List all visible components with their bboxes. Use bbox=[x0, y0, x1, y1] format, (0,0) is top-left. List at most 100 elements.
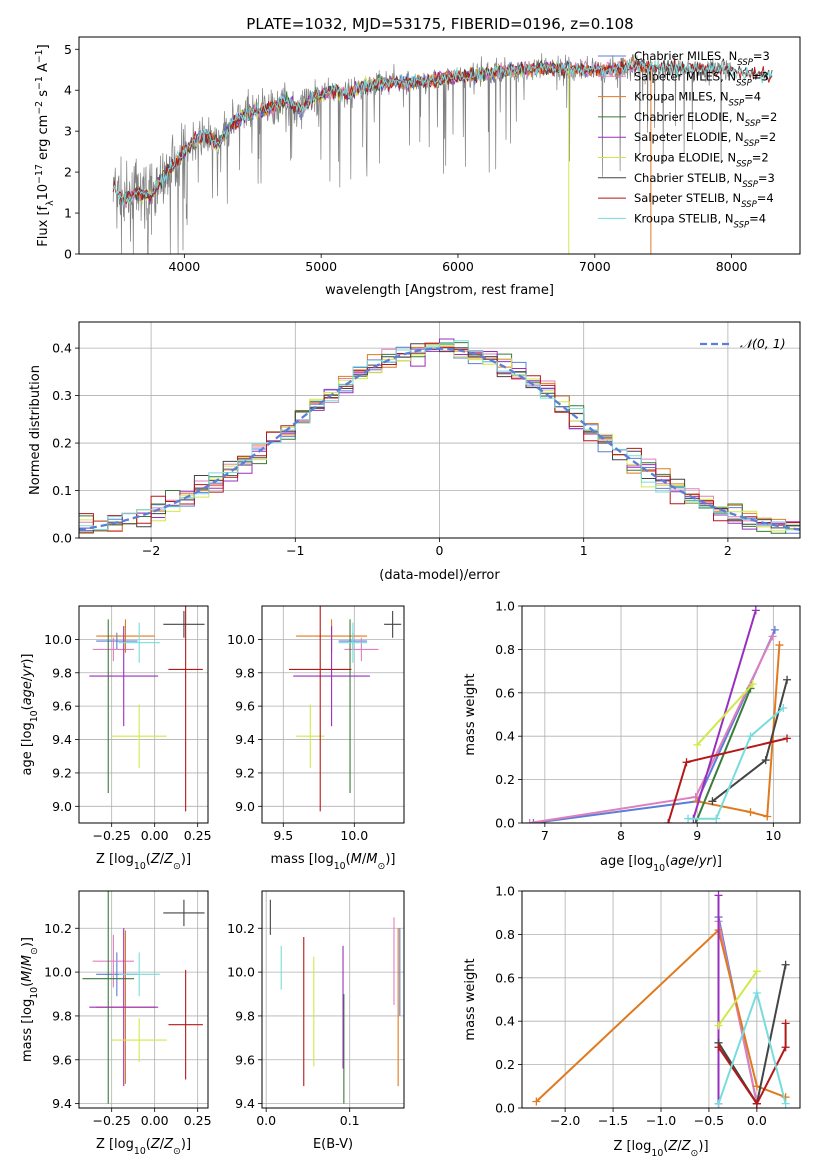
label-part: / bbox=[677, 1139, 682, 1154]
y-tick-label: 0.4 bbox=[495, 1014, 515, 1029]
x-tick-label: 2 bbox=[724, 543, 732, 558]
y-axis-label: mass weight bbox=[463, 958, 478, 1040]
y-tick-label: 0.8 bbox=[495, 927, 515, 942]
y-tick-label: 0.4 bbox=[495, 729, 515, 744]
x-tick-label: −0.25 bbox=[93, 828, 131, 843]
label-part: M bbox=[20, 971, 35, 982]
legend-label: Salpeter MILES, NSSP=3 bbox=[634, 69, 769, 88]
label-part: 10 bbox=[29, 987, 40, 999]
weight-lines bbox=[525, 606, 792, 823]
y-tick-label: 9.2 bbox=[52, 765, 72, 780]
weight-series-line bbox=[533, 629, 776, 823]
x-tick-label: 5000 bbox=[305, 259, 337, 274]
y-tick-label: 9.8 bbox=[235, 665, 255, 680]
label-part: 10 bbox=[334, 861, 346, 872]
label-part: )] bbox=[181, 1137, 191, 1152]
label-part: 10 bbox=[134, 1146, 146, 1157]
y-tick-label: 4 bbox=[64, 83, 72, 98]
y-tick-label: 3 bbox=[64, 124, 72, 139]
label-part: ] bbox=[36, 44, 51, 49]
label-part: / bbox=[20, 966, 35, 971]
label-part: Z [log bbox=[96, 1137, 134, 1152]
y-tick-label: 9.4 bbox=[52, 1096, 72, 1111]
residuals-panel: −2 −1 0 1 2 0.0 0.1 0.2 0.3 0.4 𝒩(0, 1) (data-model… bbox=[28, 321, 801, 583]
label-part: ( bbox=[20, 982, 35, 987]
label-part: −17 bbox=[34, 164, 45, 184]
weight-point-marker bbox=[783, 675, 792, 684]
x-axis-label: mass [log10(M/M⊙)] bbox=[271, 852, 396, 872]
label-part: ( bbox=[20, 705, 35, 710]
y-tick-label: 9.6 bbox=[235, 699, 255, 714]
label-part: 10 bbox=[36, 184, 51, 201]
y-axis-label: mass [log10(M/M⊙)] bbox=[20, 937, 40, 1062]
label-part: s bbox=[36, 90, 51, 101]
weight-lines bbox=[532, 891, 790, 1108]
label-part: age [log bbox=[600, 854, 653, 869]
legend-label: Chabrier ELODIE, NSSP=2 bbox=[634, 110, 777, 129]
y-tick-label: 9.8 bbox=[52, 665, 72, 680]
weight-point-marker bbox=[532, 1097, 541, 1106]
weight-point-marker bbox=[775, 641, 784, 650]
label-part: ⊙ bbox=[29, 947, 40, 955]
weight-point-marker bbox=[714, 1043, 723, 1052]
y-tick-label: 10.0 bbox=[44, 632, 72, 647]
y-tick-label: 9.4 bbox=[52, 732, 72, 747]
legend-sub: SSP bbox=[734, 220, 750, 230]
weight-point-marker bbox=[781, 1019, 790, 1028]
y-tick-label: 9.6 bbox=[235, 1052, 255, 1067]
label-part: / bbox=[20, 676, 35, 681]
weight-point-marker bbox=[763, 812, 772, 821]
label-part: )] bbox=[20, 937, 35, 947]
model-spectrum-line bbox=[112, 59, 773, 207]
label-part: erg cm bbox=[36, 115, 51, 164]
y-tick-label: 9.2 bbox=[235, 765, 255, 780]
label-part: Z [log bbox=[613, 1139, 651, 1154]
legend-sub: SSP bbox=[741, 200, 757, 210]
x-tick-label: 9.5 bbox=[273, 828, 293, 843]
axes-frame bbox=[261, 890, 405, 1109]
y-tick-label: 0.1 bbox=[52, 483, 72, 498]
weight-point-marker bbox=[752, 988, 761, 997]
legend-nssp: =3 bbox=[753, 49, 770, 63]
label-part: age bbox=[20, 681, 35, 705]
label-part: Z bbox=[163, 1137, 174, 1152]
label-part: Flux [f bbox=[36, 205, 51, 246]
y-tick-label: 0.2 bbox=[52, 436, 72, 451]
x-tick-label: −2 bbox=[142, 543, 160, 558]
y-tick-label: 0.3 bbox=[52, 388, 72, 403]
weight-point-marker bbox=[783, 734, 792, 743]
y-tick-label: 0.4 bbox=[52, 341, 72, 356]
spectrum-title: PLATE=1032, MJD=53175, FIBERID=0196, z=0… bbox=[246, 15, 633, 33]
weight-point-marker bbox=[684, 814, 693, 823]
x-axis-label: Z [log10(Z/Z⊙)] bbox=[96, 1137, 191, 1157]
label-part: Z bbox=[163, 852, 174, 867]
y-axis-label: Normed distribution bbox=[28, 365, 43, 495]
x-tick-label: 7 bbox=[541, 828, 549, 843]
errorbar-points bbox=[269, 899, 401, 1104]
weight-point-marker bbox=[779, 703, 788, 712]
x-axis-label: E(B-V) bbox=[313, 1137, 353, 1152]
label-part: / bbox=[160, 852, 165, 867]
label-part: age [log bbox=[20, 722, 35, 775]
x-axis-label: wavelength [Angstrom, rest frame] bbox=[325, 283, 554, 298]
y-tick-label: 10.0 bbox=[44, 965, 72, 980]
x-tick-label: −1 bbox=[286, 543, 304, 558]
x-tick-label: 9 bbox=[693, 828, 701, 843]
legend-label: Chabrier STELIB, NSSP=3 bbox=[634, 171, 775, 190]
legend-nssp: =2 bbox=[752, 151, 769, 165]
residual-histograms bbox=[79, 338, 800, 534]
x-tick-label: −0.25 bbox=[93, 1113, 131, 1128]
label-part: / bbox=[160, 1137, 165, 1152]
legend-model: Salpeter ELODIE, N bbox=[634, 130, 744, 144]
label-part: )] bbox=[20, 653, 35, 663]
x-tick-label: 4000 bbox=[168, 259, 200, 274]
label-part: −1 bbox=[34, 76, 45, 90]
legend-sub: SSP bbox=[737, 58, 753, 68]
label-part: ⊙ bbox=[173, 1146, 181, 1157]
weight-point-marker bbox=[691, 819, 700, 823]
label-part: age bbox=[670, 854, 694, 869]
y-tick-label: 10.0 bbox=[227, 632, 255, 647]
label-part: ⊙ bbox=[378, 861, 386, 872]
